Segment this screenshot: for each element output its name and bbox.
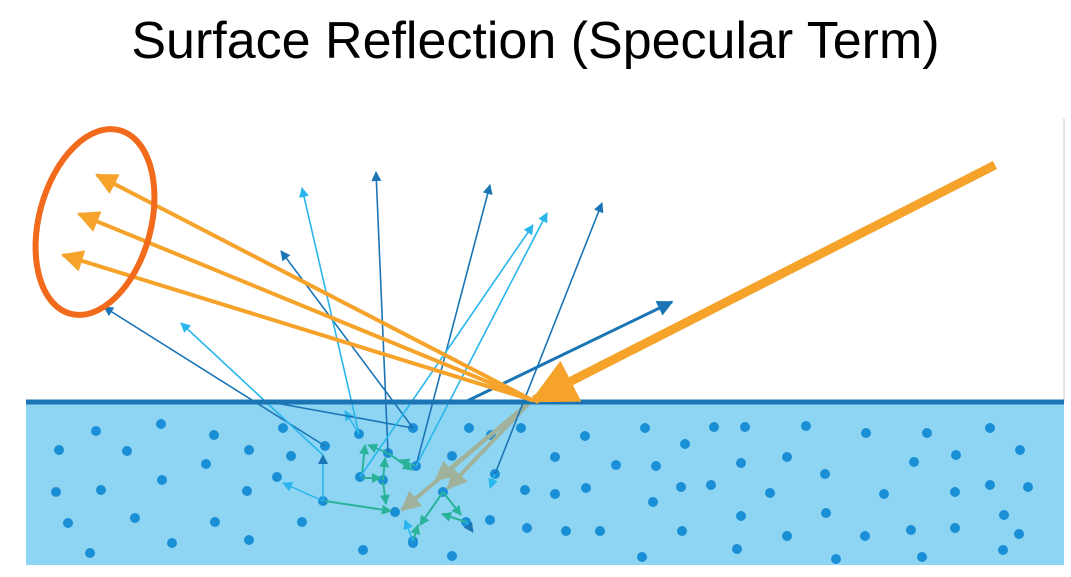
- internal-blue-arrows: [282, 410, 498, 542]
- subsurface-particles: [51, 419, 1033, 564]
- exit-rays-light: [180, 187, 548, 478]
- exit-rays-dark: [103, 171, 604, 475]
- page-title: Surface Reflection (Specular Term): [131, 12, 940, 70]
- incident-light-arrow-icon: [529, 160, 998, 405]
- reflection-group-ellipse-icon: [32, 126, 158, 318]
- subsurface-medium: [26, 402, 1064, 565]
- refracted-arrows: [400, 400, 532, 512]
- specular-reflected-rays: [60, 173, 533, 402]
- internal-scatter-arrows: [324, 443, 467, 542]
